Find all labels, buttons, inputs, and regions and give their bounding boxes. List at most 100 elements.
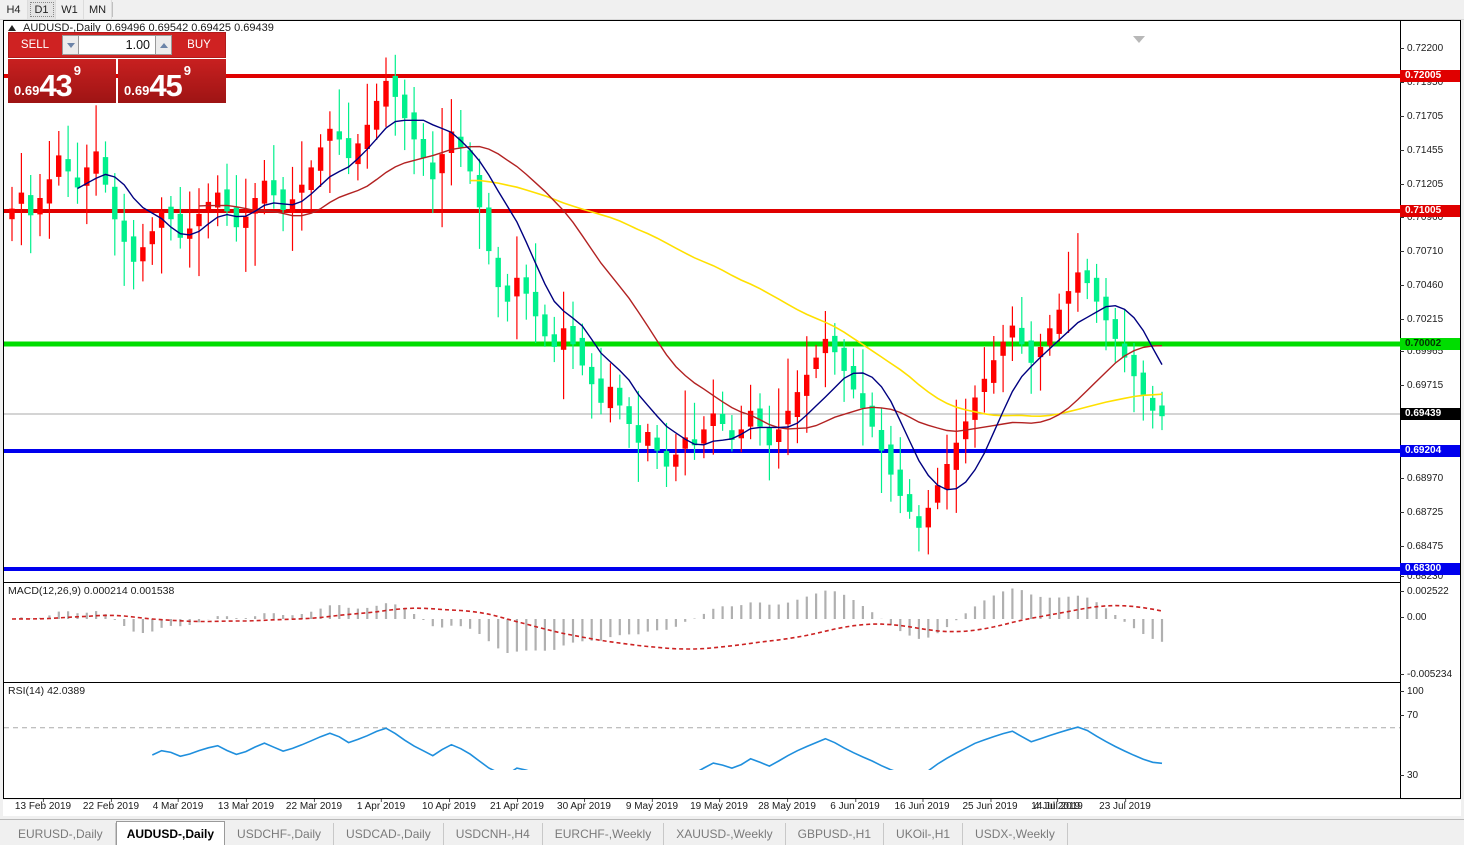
chart-tab-ukoil--h1[interactable]: UKOil-,H1 [884,823,964,845]
candle-body [925,507,931,528]
chart-tab-gbpusd--h1[interactable]: GBPUSD-,H1 [786,823,885,845]
chart-tab-usdcad--daily[interactable]: USDCAD-,Daily [334,823,444,845]
timeframe-mn[interactable]: MN [84,0,112,19]
candle-body [74,177,81,188]
chart-triangle-icon [8,25,16,31]
candle-body [1140,372,1146,395]
candle-body [65,159,71,172]
rsi-plot [4,726,1400,770]
price-tick-0.68475: 0.68475 [1400,541,1460,553]
chart-tab-eurchf--weekly[interactable]: EURCHF-,Weekly [543,823,665,845]
volume-stepper[interactable]: 1.00 [61,33,173,57]
price-tick-0.68230: 0.68230 [1400,571,1460,583]
timeframe-w1[interactable]: W1 [56,0,84,19]
indicator-tick--0.005234: -0.005234 [1400,669,1460,681]
price-tick-0.72200: 0.72200 [1400,43,1460,55]
price-tick-0.69965: 0.69965 [1400,346,1460,358]
price-tick-0.70215: 0.70215 [1400,314,1460,326]
chart-tab-bar[interactable]: EURUSD-,Daily AUDUSD-,Daily USDCHF-,Daily U… [0,819,1464,845]
price-tick-0.68970: 0.68970 [1400,473,1460,485]
candle-body [93,151,99,174]
timeframe-d1[interactable]: D1 [28,0,56,19]
candle-body [112,186,118,220]
date-axis: 13 Feb 2019 22 Feb 2019 4 Mar 2019 13 Mar 2… [3,799,1461,816]
level-resistance-0.71005[interactable] [4,209,1400,213]
chart-tab-xauusd--weekly[interactable]: XAUUSD-,Weekly [664,823,786,845]
chart-shift-indicator-icon[interactable] [1133,36,1145,43]
candle-body [467,150,473,172]
candle-body [776,429,782,442]
price-pane[interactable] [4,35,1400,580]
price-scale[interactable]: 0.72200 0.72005 0.71950 0.71705 0.71455 0.712… [1400,21,1460,813]
price-plot [4,54,1400,571]
price-tag-0.71005: 0.71005 [1400,205,1460,217]
macd-pane[interactable]: MACD(12,26,9) 0.000214 0.001538 [4,582,1400,680]
candle-body [252,198,258,214]
candle-body [215,192,221,208]
sell-price-main: 43 [39,68,72,103]
chart-area[interactable]: AUDUSD-,Daily 0.69496 0.69542 0.69425 0.… [3,20,1461,813]
candle-body [84,167,90,186]
chart-tab-usdcnh--h4[interactable]: USDCNH-,H4 [444,823,543,845]
rsi-pane[interactable]: RSI(14) 42.0389 [4,682,1400,770]
chart-tab-usdx--weekly[interactable]: USDX-,Weekly [963,823,1068,845]
timeframe-d1-label: D1 [34,3,49,16]
level-support-0.69204[interactable] [4,449,1400,453]
date-tick-label: 19 May 2019 [690,799,748,812]
candle-body [654,437,660,451]
candle-body [140,247,146,262]
volume-decrement-button[interactable] [62,35,79,55]
sell-button[interactable]: 0.69 43 9 [8,59,116,103]
date-tick-label: 4 Mar 2019 [152,799,204,812]
candle-body [822,338,829,354]
date-tick-label: 9 May 2019 [625,799,679,812]
candle-body [719,413,726,424]
date-tick-label: 22 Mar 2019 [285,799,343,812]
level-support-0.68300[interactable] [4,567,1400,571]
candle-body [430,162,436,180]
candle-body [1019,327,1025,345]
timeframe-h4[interactable]: H4 [0,0,28,19]
candle-body [1047,328,1053,346]
buy-price-fraction: 9 [183,63,192,78]
buy-price-main: 45 [149,68,182,103]
candle-body [196,213,202,227]
candle-body [1150,397,1156,411]
rsi-label: RSI(14) 42.0389 [8,685,86,697]
candle-body [364,124,370,149]
candle-body [860,393,866,409]
buy-button[interactable]: 0.69 45 9 [118,59,226,103]
level-current-price-0.69439[interactable] [4,413,1400,415]
chart-tab-usdchf--daily[interactable]: USDCHF-,Daily [225,823,335,845]
date-tick-label: 21 Apr 2019 [490,799,544,812]
price-tick-0.71455: 0.71455 [1400,145,1460,157]
candle-body [373,100,380,130]
volume-input[interactable]: 1.00 [79,35,155,55]
moving-average-line [198,145,1163,433]
candle-body [280,189,286,210]
one-click-trading-panel[interactable]: SELL 1.00 BUY 0.69 43 9 0.69 45 9 [8,32,226,103]
candle-body [411,112,417,140]
candle-body [850,366,857,390]
level-pivot-0.70002[interactable] [4,341,1400,347]
candle-body [682,437,688,449]
date-tick-label: 14 Jul 2019 [1031,799,1083,812]
candle-body [832,335,838,353]
candle-body [570,326,576,345]
chart-tab-audusd--daily[interactable]: AUDUSD-,Daily [115,821,226,845]
level-resistance-0.72005[interactable] [4,74,1400,78]
toolbar-divider [112,2,113,17]
volume-increment-button[interactable] [155,35,172,55]
candle-body [177,213,183,238]
price-tag-0.72005: 0.72005 [1400,70,1460,82]
candle-body [9,208,15,220]
date-tick-label: 23 Jul 2019 [1099,799,1151,812]
candle-body [888,444,894,475]
candle-body [813,357,819,369]
timeframe-toolbar: H4 D1 W1 MN [0,0,1464,20]
sell-price-fraction: 9 [73,63,82,78]
chart-tab-eurusd--daily[interactable]: EURUSD-,Daily [6,823,116,845]
candle-body [934,485,941,503]
candle-body [514,277,520,297]
